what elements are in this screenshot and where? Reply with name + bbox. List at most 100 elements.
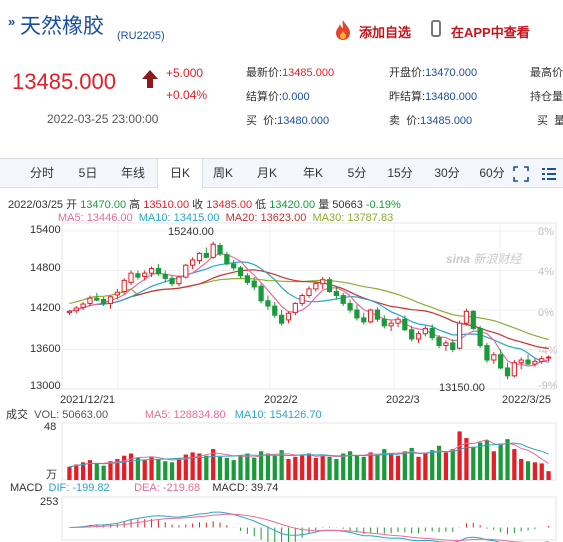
volume-top-tick: 48 — [44, 421, 57, 433]
candle — [463, 310, 470, 324]
fullscreen-icon[interactable] — [513, 166, 529, 182]
fire-icon[interactable] — [333, 19, 353, 41]
quote-field-open: 开盘价:13470.000 — [389, 64, 477, 80]
volume-bar — [512, 449, 517, 480]
field-value: 13480.000 — [277, 115, 330, 127]
candle — [292, 302, 298, 314]
menu-icon[interactable] — [542, 168, 556, 180]
candle — [73, 307, 79, 312]
candle — [340, 295, 346, 304]
high-value: 13510.00 — [143, 199, 190, 211]
volume-bar — [101, 465, 106, 480]
field-label: 结算价: — [246, 91, 283, 103]
volume-bar — [265, 453, 271, 480]
candle — [196, 252, 203, 262]
candle — [217, 244, 223, 255]
ma20-legend: MA20: 13623.00 — [225, 212, 307, 224]
volume-bar — [238, 455, 243, 480]
ma-legend: MA5: 13446.00 MA10: 13415.00 MA20: 13623… — [58, 212, 393, 224]
up-arrow-icon — [142, 70, 158, 88]
ma10-line — [69, 261, 549, 363]
volume-bar — [156, 459, 161, 480]
pct-value: -0.19% — [365, 199, 401, 211]
volume-bar — [464, 438, 469, 480]
min-price-label: 13150.00 — [439, 382, 485, 394]
candle — [114, 291, 120, 296]
candle — [162, 273, 168, 279]
y-tick-label: 15400 — [30, 224, 61, 236]
field-label: 昨结算: — [389, 91, 426, 103]
tab-15min[interactable]: 15分 — [387, 166, 413, 180]
ma20-line — [69, 269, 549, 349]
vol-value: 50663 — [332, 199, 363, 211]
candle — [251, 280, 257, 288]
volume-bar — [457, 431, 462, 480]
tab-daily-k[interactable]: 日K — [157, 159, 203, 189]
volume-bar — [320, 455, 325, 480]
volume-bar — [217, 456, 223, 480]
candle — [313, 283, 319, 290]
volume-bar — [142, 460, 147, 480]
quote-field-open-interest: 持仓量 — [530, 88, 563, 104]
volume-bar — [539, 463, 544, 480]
candle — [381, 318, 387, 327]
ma30-legend: MA30: 13787.83 — [312, 212, 394, 224]
candle — [80, 303, 86, 308]
candle — [456, 322, 463, 349]
tab-year-line[interactable]: 年线 — [120, 166, 145, 180]
candle — [409, 329, 415, 340]
tab-monthly-k[interactable]: 月K — [256, 166, 277, 180]
candle — [402, 318, 408, 331]
volume-bar — [498, 443, 503, 480]
volume-bar — [183, 454, 188, 480]
candle — [374, 309, 381, 320]
volume-unit: 万 — [46, 469, 57, 481]
period-tabs: 分时 5日 年线 日K 周K 月K 年K 5分 15分 30分 60分 — [0, 158, 563, 189]
tab-yearly-k[interactable]: 年K — [302, 166, 323, 180]
add-favorite-button[interactable]: 添加自选 — [359, 25, 412, 40]
view-in-app-button[interactable]: 在APP中查看 — [451, 25, 530, 40]
phone-icon[interactable] — [431, 20, 441, 37]
field-label: 持仓量 — [530, 91, 563, 103]
ma5-legend: MA5: 13446.00 — [58, 212, 133, 224]
candle — [142, 272, 148, 277]
current-price: 13485.000 — [12, 69, 116, 94]
price-panel-frame — [61, 222, 557, 390]
candle — [231, 263, 237, 269]
candle — [388, 322, 394, 327]
volume-bar — [361, 456, 366, 480]
volume-bar — [525, 461, 531, 480]
candle — [244, 275, 251, 283]
macd-top-tick: 253 — [40, 496, 59, 508]
tab-intraday[interactable]: 分时 — [29, 166, 54, 180]
candle — [128, 272, 134, 283]
tab-5day[interactable]: 5日 — [78, 166, 98, 180]
tab-weekly-k[interactable]: 周K — [212, 166, 233, 180]
volume-bar — [211, 449, 216, 480]
macd-dea: DEA: -219.68 — [134, 482, 201, 494]
tab-5min[interactable]: 5分 — [347, 166, 367, 180]
watermark-text: 新浪财经 — [473, 252, 522, 266]
candle — [532, 360, 538, 365]
volume-bar — [176, 457, 182, 480]
candle — [176, 276, 182, 285]
candle — [422, 327, 428, 335]
tab-30min[interactable]: 30分 — [434, 166, 460, 180]
candle — [333, 291, 340, 297]
candle — [539, 358, 545, 362]
y-tick-label: 13000 — [30, 380, 61, 392]
volume-bar — [416, 456, 421, 480]
candle — [477, 327, 483, 347]
volume-bar — [258, 451, 264, 480]
close-label: 收 — [192, 199, 204, 211]
open-value: 13470.00 — [80, 199, 127, 211]
max-price-label: 15240.00 — [168, 226, 214, 238]
candle — [135, 273, 141, 278]
volume-bar — [430, 450, 435, 480]
quote-field-ask: 卖 价:13485.000 — [389, 112, 472, 128]
y-right-tick-label: 8% — [538, 226, 554, 238]
tab-60min[interactable]: 60分 — [479, 166, 505, 180]
volume-bar — [108, 461, 113, 480]
field-value: 13485.000 — [420, 115, 473, 127]
